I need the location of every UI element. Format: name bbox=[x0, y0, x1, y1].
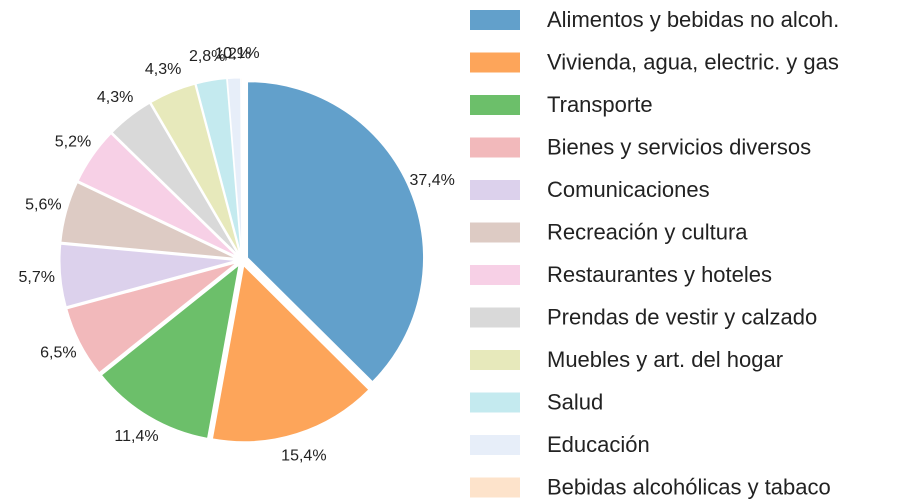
legend-label: Bienes y servicios diversos bbox=[547, 134, 811, 159]
value-label: 1,2% bbox=[215, 45, 251, 62]
legend-label: Educación bbox=[547, 432, 650, 457]
legend-label: Vivienda, agua, electric. y gas bbox=[547, 49, 839, 74]
legend-swatch bbox=[470, 477, 520, 498]
value-label: 5,6% bbox=[25, 196, 61, 213]
legend-swatch bbox=[470, 52, 520, 73]
value-label: 4,3% bbox=[97, 89, 133, 106]
value-label: 11,4% bbox=[114, 428, 158, 445]
legend-swatch bbox=[470, 10, 520, 30]
value-label: 37,4% bbox=[409, 172, 454, 189]
legend-swatch bbox=[470, 95, 520, 115]
pie-slice bbox=[247, 81, 424, 383]
pie-slice bbox=[111, 102, 239, 256]
pie-slice bbox=[100, 263, 240, 439]
legend-label: Recreación y cultura bbox=[547, 219, 748, 244]
legend-swatch bbox=[470, 180, 520, 200]
legend-label: Alimentos y bebidas no alcoh. bbox=[547, 7, 839, 32]
legend-swatch bbox=[470, 222, 520, 243]
pie-slice bbox=[240, 77, 243, 255]
pie-slice bbox=[150, 83, 241, 255]
value-label: 6,5% bbox=[40, 345, 76, 362]
value-label: 5,7% bbox=[19, 269, 55, 286]
legend-label: Prendas de vestir y calzado bbox=[547, 304, 817, 329]
legend-swatch bbox=[470, 350, 520, 370]
value-label: 5,2% bbox=[55, 133, 91, 150]
value-label: 2,8% bbox=[189, 48, 225, 65]
legend-swatch bbox=[470, 137, 520, 158]
legend-swatch bbox=[470, 435, 520, 455]
value-label: 0,1% bbox=[223, 45, 259, 62]
pie-slice bbox=[60, 181, 237, 259]
legend-label: Salud bbox=[547, 389, 603, 414]
legend-swatch bbox=[470, 265, 520, 285]
pie-slice bbox=[59, 243, 237, 308]
legend-swatch bbox=[470, 392, 520, 413]
legend-label: Comunicaciones bbox=[547, 177, 710, 202]
pie-slice bbox=[211, 264, 370, 443]
legend-label: Bebidas alcohólicas y tabaco bbox=[547, 474, 831, 499]
pie-slice bbox=[195, 78, 242, 255]
value-label: 4,3% bbox=[145, 61, 181, 78]
legend-label: Transporte bbox=[547, 92, 653, 117]
pie-slice bbox=[66, 262, 237, 374]
pie-slice bbox=[77, 133, 238, 258]
value-label: 15,4% bbox=[281, 448, 326, 465]
legend-label: Muebles y art. del hogar bbox=[547, 347, 783, 372]
legend-swatch bbox=[470, 307, 520, 328]
legend-label: Restaurantes y hoteles bbox=[547, 262, 772, 287]
